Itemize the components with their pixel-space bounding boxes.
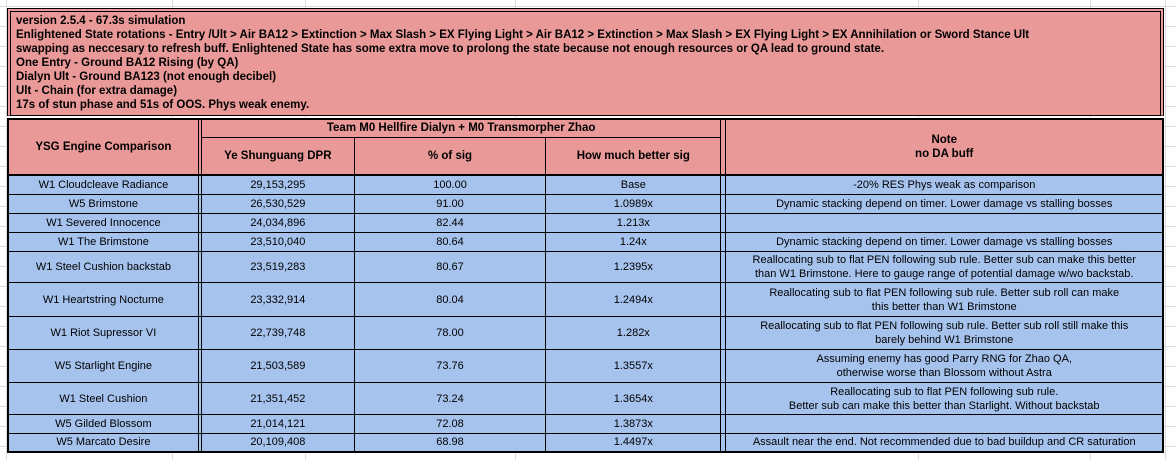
better-cell[interactable]: 1.213x (545, 213, 722, 233)
engine-name-cell[interactable]: W1 The Brimstone (7, 232, 199, 252)
note-cell[interactable] (725, 213, 1164, 233)
better-cell[interactable]: 1.282x (545, 316, 722, 350)
better-cell[interactable]: 1.0989x (545, 194, 722, 214)
table-data-body: W1 Cloudcleave Radiance 29,153,295 100.00 B… (7, 174, 1164, 452)
column-header-row: Ye Shunguang DPR % of sig How much bette… (8, 136, 1163, 176)
dpr-cell[interactable]: 23,519,283 (200, 251, 355, 283)
note-cell[interactable]: Assuming enemy has good Parry RNG for Zh… (725, 349, 1164, 383)
team-group-header-cell[interactable]: Team M0 Hellfire Dialyn + M0 Transmorphe… (200, 118, 722, 138)
pct-cell[interactable]: 80.04 (353, 282, 547, 317)
note-cell[interactable]: Reallocating sub to flat PEN following s… (725, 316, 1164, 350)
note-cell[interactable]: Reallocating sub to flat PEN following s… (725, 382, 1164, 415)
col-header-pct-of-sig[interactable]: % of sig (353, 136, 547, 176)
pct-cell[interactable]: 72.08 (353, 414, 547, 434)
engine-name-cell[interactable]: W1 Cloudcleave Radiance (7, 174, 199, 195)
engine-name-cell[interactable]: W1 Steel Cushion (7, 382, 199, 415)
dpr-cell[interactable]: 21,351,452 (200, 382, 355, 415)
table-row: W5 Brimstone 26,530,529 91.00 1.0989x Dynami… (7, 194, 1164, 214)
engine-name-cell[interactable]: W5 Brimstone (7, 194, 199, 214)
table-row: W5 Starlight Engine 21,503,589 73.76 1.3557… (7, 349, 1164, 383)
column-gap (720, 433, 727, 452)
info-line-dialyn-ult: Dialyn Ult - Ground BA123 (not enough de… (16, 71, 277, 83)
pct-cell[interactable]: 73.76 (353, 349, 547, 383)
dpr-cell[interactable]: 22,739,748 (200, 316, 355, 350)
info-line-rotations: Enlightened State rotations - Entry /Ult… (16, 29, 1030, 41)
better-cell[interactable]: 1.2494x (545, 282, 722, 317)
pct-cell[interactable]: 73.24 (353, 382, 547, 415)
info-line-phase: 17s of stun phase and 51s of OOS. Phys w… (16, 99, 310, 111)
dpr-cell[interactable]: 20,109,408 (200, 433, 355, 452)
better-cell[interactable]: 1.3654x (545, 382, 722, 415)
table-row: W5 Marcato Desire 20,109,408 68.98 1.4497x A… (7, 433, 1164, 452)
note-cell[interactable]: Reallocating sub to flat PEN following s… (725, 282, 1164, 317)
pct-cell[interactable]: 91.00 (353, 194, 547, 214)
table-row: W1 Cloudcleave Radiance 29,153,295 100.00 B… (7, 174, 1164, 195)
col-header-dpr[interactable]: Ye Shunguang DPR (200, 136, 355, 176)
pct-cell[interactable]: 80.67 (353, 251, 547, 283)
table-row: W1 Riot Supressor VI 22,739,748 78.00 1.282… (7, 316, 1164, 350)
info-line-entry: One Entry - Ground BA12 Rising (by QA) (16, 57, 239, 69)
note-cell[interactable]: Dynamic stacking depend on timer. Lower … (725, 232, 1164, 252)
dpr-cell[interactable]: 23,510,040 (200, 232, 355, 252)
dpr-cell[interactable]: 26,530,529 (200, 194, 355, 214)
corner-header-cell[interactable]: YSG Engine Comparison (7, 118, 199, 176)
note-cell[interactable]: Dynamic stacking depend on timer. Lower … (725, 194, 1164, 214)
info-line-swapping: swapping as neccesary to refresh buff. E… (16, 43, 885, 55)
col-header-better-sig[interactable]: How much better sig (545, 136, 722, 176)
pct-cell[interactable]: 68.98 (353, 433, 547, 452)
dpr-cell[interactable]: 21,014,121 (200, 414, 355, 434)
table-row: W1 Steel Cushion backstab 23,519,283 80.67… (7, 251, 1164, 283)
column-gap (720, 118, 727, 176)
note-cell[interactable]: Assault near the end. Not recommended du… (725, 433, 1164, 452)
note-header-cell[interactable]: Note no DA buff (725, 118, 1164, 176)
dpr-cell[interactable]: 29,153,295 (200, 174, 355, 195)
pct-cell[interactable]: 82.44 (353, 213, 547, 233)
pct-cell[interactable]: 80.64 (353, 232, 547, 252)
better-cell[interactable]: 1.3557x (545, 349, 722, 383)
engine-name-cell[interactable]: W1 Heartstring Nocturne (7, 282, 199, 317)
simulation-notes-cell[interactable]: version 2.5.4 - 67.3s simulation Enlight… (7, 8, 1164, 116)
note-cell[interactable] (725, 414, 1164, 434)
table-row: W1 Severed Innocence 24,034,896 82.44 1.213… (7, 213, 1164, 233)
engine-name-cell[interactable]: W5 Gilded Blossom (7, 414, 199, 434)
engine-comparison-table: YSG Engine Comparison Team M0 Hellfire D… (7, 118, 1164, 453)
engine-name-cell[interactable]: W1 Riot Supressor VI (7, 316, 199, 350)
dpr-cell[interactable]: 23,332,914 (200, 282, 355, 317)
info-line-version: version 2.5.4 - 67.3s simulation (16, 15, 186, 27)
note-cell[interactable]: Reallocating sub to flat PEN following s… (725, 251, 1164, 283)
engine-name-cell[interactable]: W5 Starlight Engine (7, 349, 199, 383)
better-cell[interactable]: 1.4497x (545, 433, 722, 452)
table-row: W1 Steel Cushion 21,351,452 73.24 1.3654x Re… (7, 382, 1164, 415)
dpr-cell[interactable]: 24,034,896 (200, 213, 355, 233)
engine-name-cell[interactable]: W5 Marcato Desire (7, 433, 199, 452)
table-row: W1 The Brimstone 23,510,040 80.64 1.24x Dyna… (7, 232, 1164, 252)
engine-name-cell[interactable]: W1 Severed Innocence (7, 213, 199, 233)
better-cell[interactable]: Base (545, 174, 722, 195)
table-header-body: YSG Engine Comparison Team M0 Hellfire D… (7, 118, 1164, 176)
column-gap (197, 433, 202, 452)
column-gap (197, 118, 202, 176)
pct-cell[interactable]: 78.00 (353, 316, 547, 350)
note-cell[interactable]: -20% RES Phys weak as comparison (725, 174, 1164, 195)
dpr-cell[interactable]: 21,503,589 (200, 349, 355, 383)
table-row: W1 Heartstring Nocturne 23,332,914 80.04 1.… (7, 282, 1164, 317)
info-line-ult-chain: Ult - Chain (for extra damage) (16, 85, 178, 97)
pct-cell[interactable]: 100.00 (353, 174, 547, 195)
better-cell[interactable]: 1.3873x (545, 414, 722, 434)
group-header-row: YSG Engine Comparison Team M0 Hellfire D… (7, 118, 1164, 176)
better-cell[interactable]: 1.2395x (545, 251, 722, 283)
better-cell[interactable]: 1.24x (545, 232, 722, 252)
engine-name-cell[interactable]: W1 Steel Cushion backstab (7, 251, 199, 283)
table-row: W5 Gilded Blossom 21,014,121 72.08 1.3873x (7, 414, 1164, 434)
